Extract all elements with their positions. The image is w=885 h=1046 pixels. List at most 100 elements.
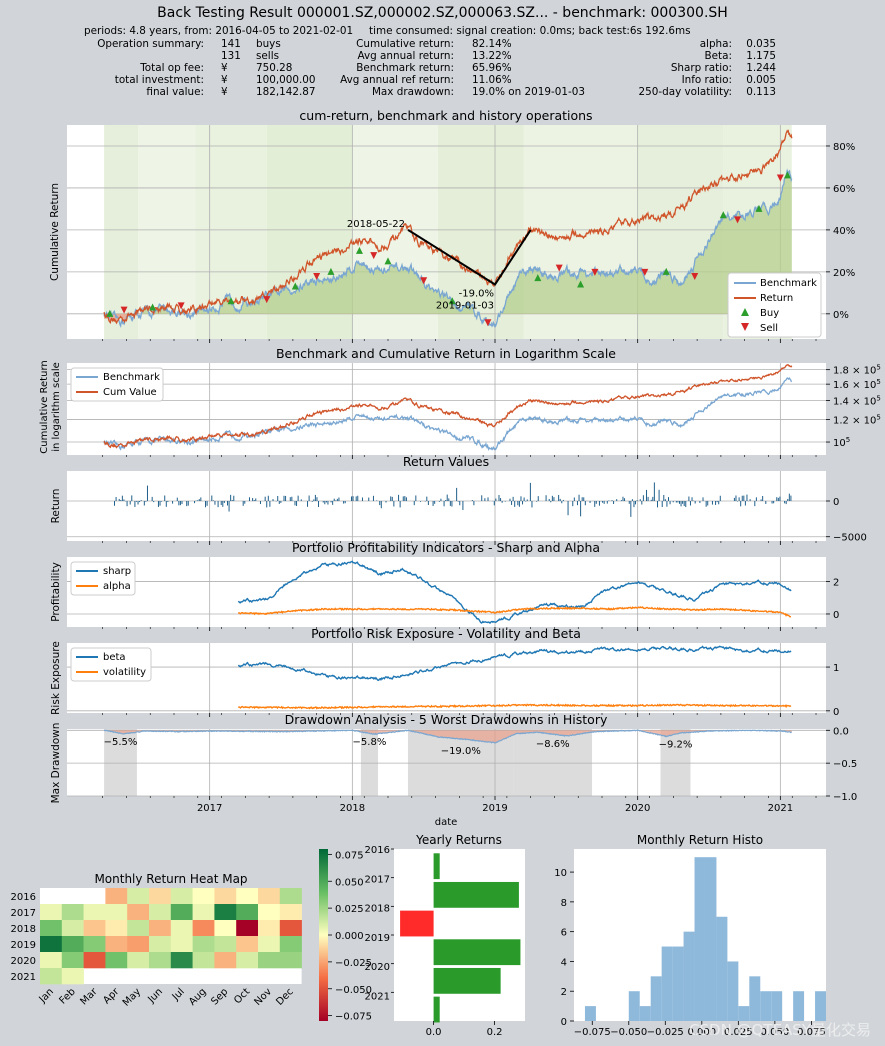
summary-label: Total op fee: xyxy=(140,62,204,74)
x-tick-label: 2018 xyxy=(340,803,365,814)
buy-marker xyxy=(577,280,585,288)
logscale-ylabel-line1: Cumulative Return xyxy=(39,360,50,453)
drawdown-xlabel: date xyxy=(435,817,458,828)
buy-marker xyxy=(719,211,727,219)
sell-marker xyxy=(263,296,271,304)
y-tick-label: 6 xyxy=(561,928,567,939)
heatmap-month-label: Sep xyxy=(209,986,230,1007)
heatmap-cell xyxy=(127,936,150,953)
y-tick-label: 0 xyxy=(833,707,839,718)
y-tick-label: 0.0 xyxy=(833,726,849,737)
heatmap-cell xyxy=(40,936,63,953)
histo-bar xyxy=(628,991,640,1021)
legend-sell-marker xyxy=(741,323,749,331)
summary-label: Operation summary: xyxy=(97,38,204,50)
histo-bar xyxy=(716,916,728,1021)
sell-marker xyxy=(734,216,742,224)
returns-ylabel: Return xyxy=(50,489,62,524)
profit-title: Portfolio Profitability Indicators - Sha… xyxy=(292,540,600,555)
buy-marker xyxy=(448,297,456,305)
heatmap-cell xyxy=(61,936,84,953)
holding-band xyxy=(104,125,139,339)
heatmap-month-label: Oct xyxy=(232,986,252,1006)
summary-value: 13.22% xyxy=(472,50,512,62)
colorbar-tick-label: 0.025 xyxy=(335,904,364,915)
risk-title: Portfolio Risk Exposure - Volatility and… xyxy=(311,626,581,641)
legend-beta: beta xyxy=(103,652,126,663)
y-tick-label: 40% xyxy=(833,226,855,237)
summary-label: Info ratio: xyxy=(681,74,732,86)
y-tick-label: 8 xyxy=(561,898,567,909)
colorbar-gradient xyxy=(319,849,328,1021)
histo-bar xyxy=(650,976,662,1021)
profit-ylabel: Profitability xyxy=(50,562,62,622)
heatmap-cell xyxy=(83,936,106,953)
sell-marker xyxy=(370,252,378,260)
y-tick-label: 1.8 × 105 xyxy=(833,364,881,377)
heatmap-cell xyxy=(83,920,106,937)
drawdown-line xyxy=(103,729,792,744)
y-tick-label: 4 xyxy=(561,957,567,968)
summary-value: 100,000.00 xyxy=(256,74,316,86)
heatmap-cell xyxy=(279,920,302,937)
heatmap-cell xyxy=(105,888,128,905)
heatmap-cell xyxy=(192,888,215,905)
buy-marker xyxy=(534,274,542,282)
heatmap-cell xyxy=(214,920,237,937)
colorbar-tick-label: 0.000 xyxy=(335,931,364,942)
heatmap-cell xyxy=(105,952,128,969)
heatmap-cell xyxy=(149,936,172,953)
heatmap-cell xyxy=(61,952,84,969)
summary-value: ¥ xyxy=(221,74,228,86)
heatmap-cell xyxy=(61,920,84,937)
x-tick-label: 0.000 xyxy=(688,1027,717,1038)
summary-value: 11.06% xyxy=(472,74,512,86)
heatmap-cell xyxy=(258,888,281,905)
histo-title: Monthly Return Histo xyxy=(637,833,763,847)
sell-marker xyxy=(691,273,699,281)
heatmap-cell xyxy=(61,904,84,921)
summary-label: Avg annual ref return: xyxy=(340,74,454,86)
heatmap-cell xyxy=(236,888,259,905)
yearly-label: 2018 xyxy=(365,904,390,915)
heatmap-year-label: 2017 xyxy=(11,908,36,919)
panel-log-scale: Benchmark and Cumulative Return in Logar… xyxy=(39,346,881,459)
legend-buy: Buy xyxy=(760,308,779,319)
summary-value: 131 xyxy=(221,50,241,62)
periods-text: periods: 4.8 years, from: 2016-04-05 to … xyxy=(84,25,354,37)
annotation-trough-date: 2019-01-03 xyxy=(436,300,494,311)
heatmap-cell xyxy=(105,904,128,921)
x-tick-label: 2020 xyxy=(625,803,650,814)
colorbar-tick-label: 0.050 xyxy=(335,877,364,888)
benchmark-line xyxy=(103,168,793,329)
histo-bar xyxy=(771,991,783,1021)
heatmap-cell xyxy=(127,904,150,921)
heatmap-month-label: Dec xyxy=(274,986,295,1007)
heatmap-cell xyxy=(170,888,193,905)
legend-volatility: volatility xyxy=(103,667,146,678)
summary-value: ¥ xyxy=(221,62,228,74)
yearly-bar xyxy=(433,967,501,994)
buy-marker xyxy=(227,297,235,305)
yearly-bar xyxy=(433,881,519,908)
summary-value: 0.113 xyxy=(746,86,776,98)
heatmap-cell xyxy=(279,904,302,921)
heatmap-cell xyxy=(279,936,302,953)
y-tick-label: 0 xyxy=(833,497,839,508)
beta-line xyxy=(237,645,792,682)
heatmap-cell xyxy=(170,936,193,953)
logscale-axes xyxy=(67,363,826,455)
summary-value: 1.244 xyxy=(746,62,776,74)
sell-marker xyxy=(177,302,185,310)
histo-bar xyxy=(694,857,706,1021)
sharp-line xyxy=(237,560,792,625)
worst-drawdown-label: −8.6% xyxy=(536,739,570,750)
histo-bar xyxy=(793,991,805,1021)
summary-value: 0.005 xyxy=(746,74,776,86)
heatmap-cell xyxy=(170,920,193,937)
legend-alpha: alpha xyxy=(103,581,131,592)
summary-label: Sharp ratio: xyxy=(670,62,732,74)
heatmap-cell xyxy=(40,952,63,969)
panel-cumulative-return: cum-return, benchmark and history operat… xyxy=(49,108,855,343)
